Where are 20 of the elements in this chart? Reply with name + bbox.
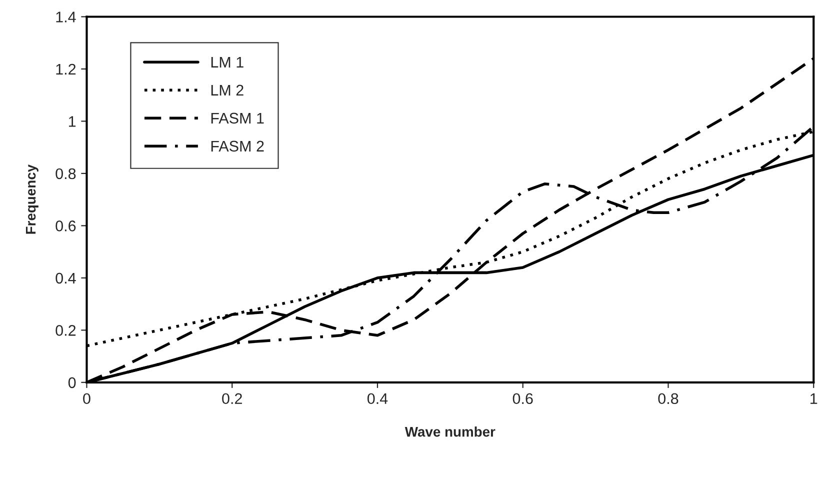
y-tick-label: 0: [68, 377, 76, 388]
y-tick-label: 1.4: [56, 12, 76, 22]
x-tick-label: 0.2: [222, 393, 242, 404]
legend-label: LM 2: [211, 84, 244, 96]
y-tick-label: 0.6: [56, 220, 76, 232]
legend-label: FASM 2: [211, 140, 264, 152]
y-tick-label: 0.8: [56, 168, 76, 180]
y-tick-label: 1: [68, 116, 76, 127]
x-tick-label: 1: [810, 393, 818, 404]
x-tick-label: 0: [83, 393, 90, 404]
y-tick-label: 1.2: [56, 64, 76, 75]
y-tick-label: 0.4: [56, 272, 76, 284]
legend-label: LM 1: [211, 56, 244, 68]
y-axis-title: Frequency: [26, 164, 38, 234]
x-axis-title: Wave number: [404, 426, 496, 437]
legend-label: FASM 1: [211, 112, 264, 124]
x-tick-label: 0.4: [367, 393, 388, 404]
y-tick-label: 0.2: [56, 325, 76, 336]
x-tick-label: 0.8: [658, 393, 678, 404]
x-tick-label: 0.6: [512, 393, 533, 404]
